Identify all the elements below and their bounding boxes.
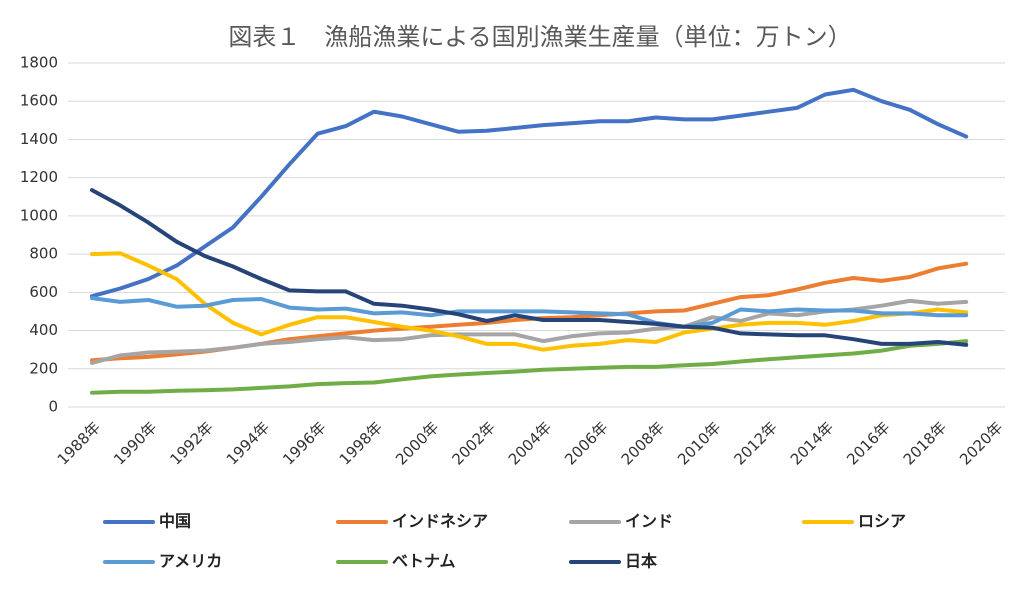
x-tick-label: 2012年	[730, 418, 780, 468]
x-tick-label: 2020年	[956, 418, 1006, 468]
y-tick-label: 200	[29, 359, 58, 377]
legend-label: インド	[625, 512, 673, 531]
x-tick-label: 2006年	[561, 418, 611, 468]
x-tick-label: 2014年	[787, 418, 837, 468]
y-tick-label: 1600	[20, 92, 58, 110]
x-tick-label: 1996年	[279, 418, 329, 468]
series-line	[90, 188, 969, 347]
x-tick-label: 1988年	[54, 418, 104, 468]
legend-label: インドネシア	[392, 512, 488, 531]
y-tick-label: 1800	[20, 54, 58, 72]
x-tick-label: 1994年	[223, 418, 273, 468]
series-line	[90, 296, 969, 329]
x-tick-label: 2002年	[448, 418, 498, 468]
y-tick-label: 1000	[20, 206, 58, 224]
series-line	[90, 339, 969, 395]
legend-label: ロシア	[858, 512, 906, 531]
legend-label: ベトナム	[392, 552, 456, 571]
x-tick-label: 1990年	[110, 418, 160, 468]
y-tick-label: 0	[48, 398, 58, 416]
legend-label: アメリカ	[159, 552, 222, 571]
x-tick-label: 1998年	[336, 418, 386, 468]
x-tick-label: 2004年	[505, 418, 555, 468]
legend-label: 日本	[625, 552, 657, 571]
x-tick-label: 2008年	[618, 418, 668, 468]
x-tick-label: 1992年	[166, 418, 216, 468]
y-tick-label: 1200	[20, 168, 58, 186]
series-line	[90, 251, 969, 352]
legend-label: 中国	[159, 512, 191, 531]
x-tick-label: 2010年	[674, 418, 724, 468]
x-tick-label: 2000年	[392, 418, 442, 468]
y-tick-label: 800	[29, 245, 58, 263]
x-tick-label: 2016年	[843, 418, 893, 468]
y-tick-label: 1400	[20, 130, 58, 148]
chart-title: 図表１ 漁船漁業による国別漁業生産量（単位：万トン）	[228, 23, 851, 51]
series-line	[90, 87, 969, 299]
y-tick-label: 600	[29, 283, 58, 301]
x-tick-label: 2018年	[900, 418, 950, 468]
y-tick-label: 400	[29, 321, 58, 339]
